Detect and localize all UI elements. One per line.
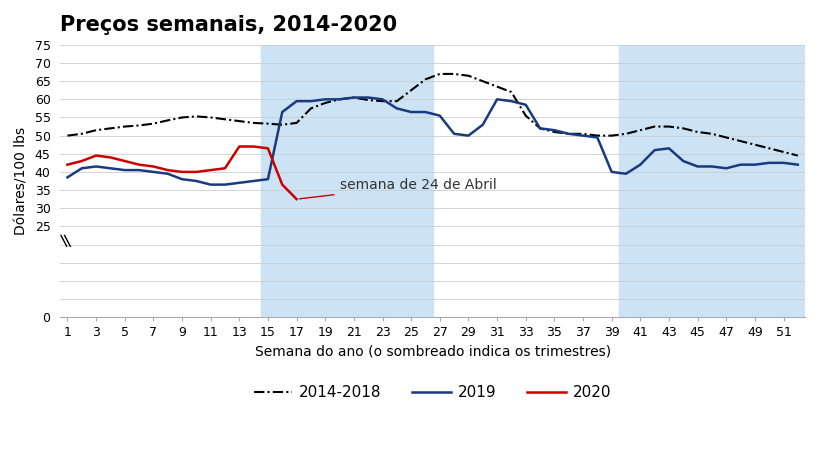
2020 [206, 167, 215, 173]
2019 [434, 113, 444, 118]
2014-2018 [120, 124, 129, 130]
Bar [618, 45, 804, 317]
2014-2018 [405, 88, 415, 93]
2020 [91, 153, 101, 158]
Legend: 2014-2018, 2019, 2020: 2014-2018, 2019, 2020 [247, 379, 617, 407]
2014-2018 [434, 71, 444, 77]
Line: 2020: 2020 [67, 147, 296, 199]
2020 [234, 144, 244, 149]
2014-2018 [549, 129, 559, 135]
2014-2018 [520, 113, 530, 118]
2020 [162, 167, 172, 173]
2019 [792, 162, 802, 167]
2019 [334, 96, 344, 102]
2014-2018 [62, 133, 72, 138]
Y-axis label: Dólares/100 lbs: Dólares/100 lbs [15, 127, 29, 235]
2019 [535, 125, 545, 131]
Bar [260, 45, 432, 317]
2019 [477, 122, 487, 128]
2019 [206, 182, 215, 187]
Line: 2019: 2019 [67, 98, 797, 184]
2014-2018 [749, 142, 759, 148]
2020 [292, 196, 301, 202]
Text: semana de 24 de Abril: semana de 24 de Abril [299, 178, 495, 199]
2020 [77, 158, 87, 164]
Line: 2014-2018: 2014-2018 [67, 74, 797, 155]
2020 [134, 162, 144, 167]
2020 [263, 146, 273, 151]
2014-2018 [792, 153, 802, 158]
2020 [191, 169, 201, 175]
2019 [563, 131, 573, 136]
2020 [177, 169, 187, 175]
2019 [120, 167, 129, 173]
2019 [349, 95, 359, 100]
2020 [277, 182, 287, 187]
Text: Preços semanais, 2014-2020: Preços semanais, 2014-2020 [61, 15, 397, 35]
2020 [62, 162, 72, 167]
2020 [219, 165, 229, 171]
2019 [62, 175, 72, 180]
2020 [120, 158, 129, 164]
2014-2018 [320, 100, 330, 106]
2020 [148, 164, 158, 169]
X-axis label: Semana do ano (o sombreado indica os trimestres): Semana do ano (o sombreado indica os tri… [254, 345, 610, 359]
2020 [248, 144, 258, 149]
2020 [106, 154, 115, 160]
